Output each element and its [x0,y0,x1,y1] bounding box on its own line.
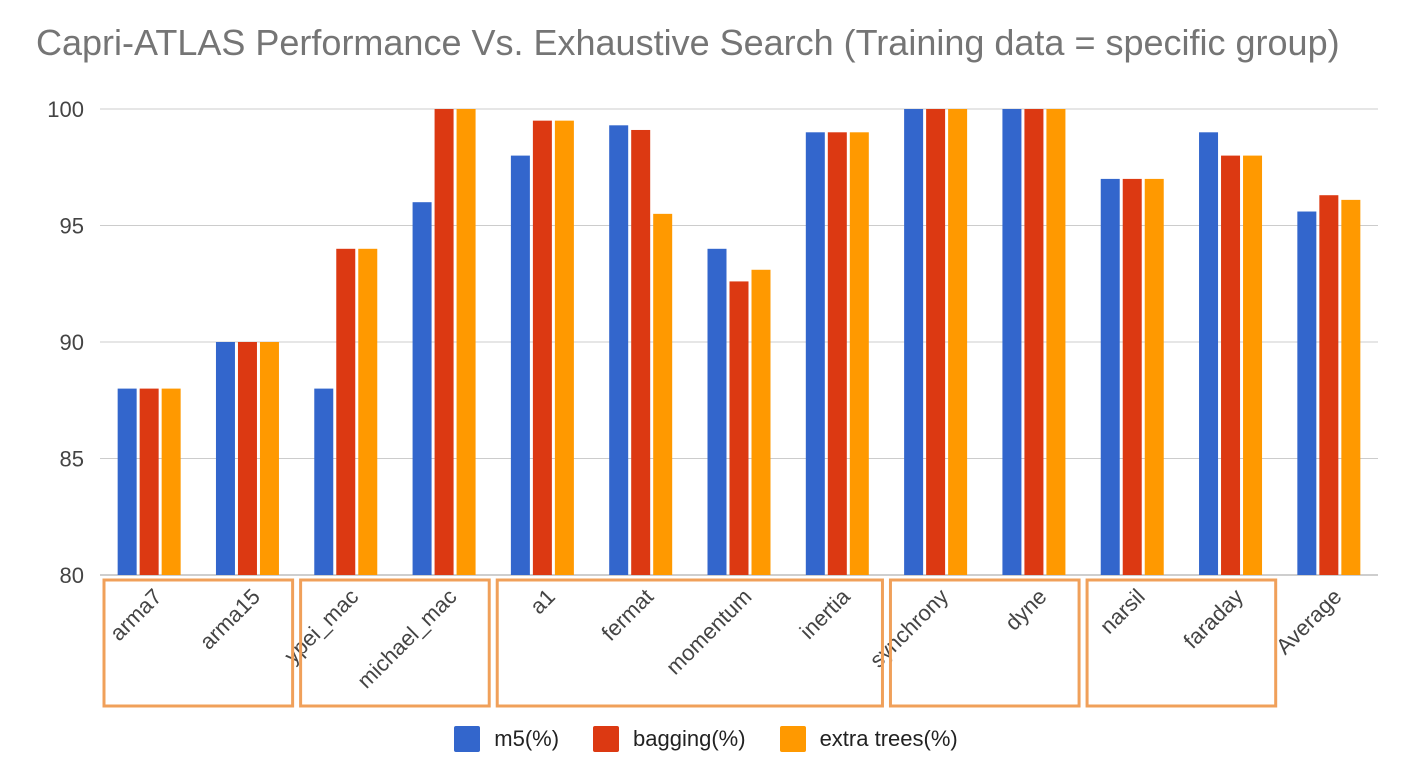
group-box [299,578,491,708]
y-tick-label: 90 [60,330,84,355]
bar [456,109,476,575]
group-box [888,578,1081,708]
bar [926,109,946,575]
bar [805,132,825,576]
bar [707,248,727,576]
bar [904,109,924,575]
bar [510,155,530,575]
bar [237,342,257,575]
legend-label: extra trees(%) [819,726,958,751]
bar [849,132,869,576]
x-tick-label: a1 [525,584,560,619]
legend-swatch-m5 [454,726,481,752]
legend-label: m5(%) [494,726,560,751]
x-tick-label: inertia [795,583,856,644]
bar [139,388,159,575]
x-tick-label: arma15 [195,584,265,654]
bar [1024,109,1044,575]
bar [434,109,454,575]
bar [117,388,137,575]
legend-label: bagging(%) [633,726,746,751]
bar [751,269,771,575]
bar [609,125,629,575]
bar [1046,109,1066,575]
bar [1002,109,1022,575]
bar [729,281,749,575]
legend-item-extra-trees[interactable]: extra trees(%) [779,726,958,752]
bar [554,120,574,576]
chart-title: Capri-ATLAS Performance Vs. Exhaustive S… [36,22,1340,63]
group-box [1085,578,1278,708]
bar [1100,178,1120,575]
x-tick-label: dyne [1000,584,1051,635]
y-tick-label: 95 [60,214,84,239]
y-tick-label: 100 [47,97,84,122]
bar [412,202,432,575]
bar [827,132,847,576]
group-box [495,578,884,708]
legend-swatch-extra-trees [779,726,806,752]
bar [1221,155,1241,575]
bar [1144,178,1164,575]
x-tick-label: Average [1271,584,1346,659]
x-tick-label: synchrony [865,584,954,673]
bar [948,109,968,575]
group-box [102,578,295,708]
x-tick-label: fermat [596,584,658,646]
bar [1243,155,1263,575]
x-tick-label: arma7 [105,584,167,646]
bar [653,213,673,575]
bar [631,129,651,575]
x-tick-label: momentum [661,584,756,679]
x-tick-label: michael_mac [352,584,461,693]
legend-item-m5[interactable]: m5(%) [454,726,559,752]
bar [532,120,552,576]
bar [259,342,279,575]
bar [1319,195,1339,575]
bar [1297,211,1317,575]
y-tick-label: 85 [60,447,84,472]
bar [336,248,356,576]
bar [161,388,181,575]
bar [1199,132,1219,576]
bar [215,342,235,575]
bar [1122,178,1142,575]
bar [1341,199,1361,575]
x-tick-label: faraday [1179,584,1249,654]
x-tick-label: narsil [1095,584,1150,639]
y-tick-label: 80 [60,563,84,588]
legend-swatch-bagging [593,726,620,752]
bar [358,248,378,576]
legend-item-bagging[interactable]: bagging(%) [593,726,746,752]
legend: m5(%) bagging(%) extra trees(%) [0,726,1412,752]
bar [314,388,334,575]
